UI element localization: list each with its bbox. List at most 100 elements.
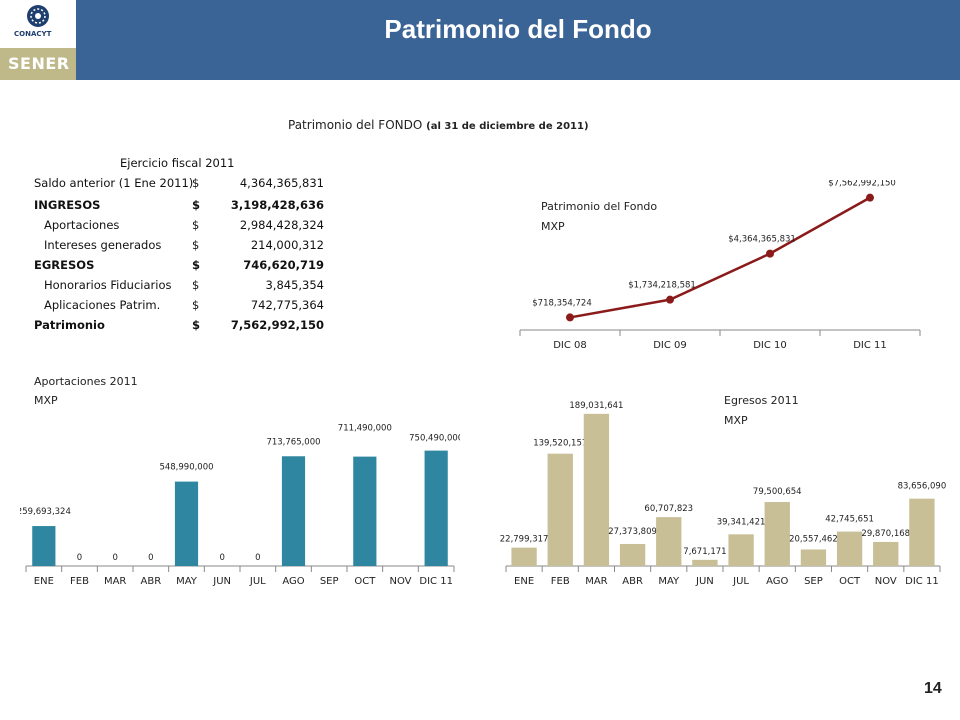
data-label: $718,354,724 [532,298,591,308]
egresos-chart-unit: MXP [724,414,748,427]
table-row: Patrimonio $ 7,562,992,150 [34,318,324,336]
data-label: 750,490,000 [409,434,460,444]
subtitle-detail: (al 31 de diciembre de 2011) [426,121,589,132]
x-tick-label: FEB [70,576,89,587]
x-tick-label: DIC 11 [905,576,939,587]
table-row: Aplicaciones Patrim. $ 742,775,364 [34,298,324,316]
bar [836,531,863,566]
aportaciones-bar-chart: 259,693,324 ENE 0 FEB 0 MAR 0 ABR 548,990,000 MAY… [20,424,460,587]
row-amount: 7,562,992,150 [230,318,324,332]
data-label: 39,341,421 [717,517,766,527]
x-tick-label: DIC 10 [753,340,787,351]
data-label: 259,693,324 [20,507,71,517]
row-currency: $ [192,258,201,272]
row-label: Aportaciones [44,218,120,232]
x-tick-label: DIC 11 [419,576,453,587]
data-label: $4,364,365,831 [728,235,796,245]
data-label: 20,557,462 [789,534,838,544]
x-tick-label: NOV [389,576,411,587]
aportaciones-chart-title: Aportaciones 2011 [34,375,138,388]
data-label: 83,656,090 [898,482,947,492]
x-tick-label: SEP [320,576,339,587]
x-tick-label: JUL [249,576,266,587]
x-tick-label: MAR [104,576,126,587]
header-bar [0,0,960,80]
page-number: 14 [924,680,942,697]
bar [281,456,306,566]
row-currency: $ [192,218,200,232]
row-label: Honorarios Fiduciarios [44,278,172,292]
series-line [569,196,871,319]
row-label: EGRESOS [34,258,95,272]
sener-logo-text: SENER [8,54,70,73]
data-label: 60,707,823 [644,504,693,514]
row-currency: $ [192,198,201,212]
page-title: Patrimonio del Fondo [384,14,652,44]
row-currency: $ [192,278,200,292]
x-tick-label: DIC 11 [853,340,887,351]
data-label: 79,500,654 [753,487,802,497]
row-label: Saldo anterior (1 Ene 2011) [34,176,194,190]
bar [692,559,718,566]
x-tick-label: MAY [176,576,198,587]
bar [619,543,646,566]
data-point [566,313,574,322]
bar [656,517,682,566]
bar [174,481,199,566]
table-row: Intereses generados $ 214,000,312 [34,238,324,256]
x-tick-label: AGO [282,576,304,587]
data-label: $7,562,992,150 [828,180,896,189]
x-tick-label: DIC 08 [553,340,587,351]
bar [511,547,537,566]
table-row: Honorarios Fiduciarios $ 3,845,354 [34,278,324,296]
x-tick-label: OCT [354,576,376,587]
row-label: Patrimonio [34,318,105,332]
row-amount: 2,984,428,324 [239,218,324,232]
data-label: 0 [148,553,153,563]
line-chart: $718,354,724 DIC 08 $1,734,218,581 DIC 09 $4… [519,180,921,351]
row-amount: 746,620,719 [243,258,324,272]
line-chart-title: Patrimonio del Fondo [541,200,658,213]
data-label: 0 [219,553,224,563]
data-label: 42,745,651 [825,515,874,525]
row-currency: $ [192,298,200,312]
data-label: 713,765,000 [266,437,320,447]
data-label: 29,870,168 [861,529,910,539]
x-tick-label: ENE [34,576,54,587]
table-heading: Ejercicio fiscal 2011 [120,156,235,170]
conacyt-globe-icon [27,5,49,27]
row-amount: 3,198,428,636 [230,198,324,212]
x-tick-label: JUN [695,576,714,587]
conacyt-logo-text: CONACYT [14,30,52,38]
bar [353,456,377,566]
egresos-bar-chart: 22,799,317 ENE 139,520,157 FEB 189,031,641 MA… [500,401,947,587]
data-label: 189,031,641 [569,401,623,411]
data-label: 7,671,171 [683,547,726,557]
x-tick-label: SEP [804,576,823,587]
data-label: 22,799,317 [500,535,548,545]
row-label: Aplicaciones Patrim. [44,298,161,312]
x-tick-label: ABR [141,576,162,587]
x-tick-label: JUN [212,576,231,587]
line-chart-unit: MXP [541,220,565,233]
row-currency: $ [192,318,201,332]
row-amount: 214,000,312 [250,238,324,252]
bar [909,498,935,566]
data-label: 548,990,000 [159,463,213,473]
logo-area: CONACYT SENER [0,0,76,80]
row-amount: 4,364,365,831 [239,176,324,190]
x-tick-label: ENE [514,576,534,587]
data-label: 27,373,809 [608,527,657,537]
data-label: 139,520,157 [533,439,587,449]
aportaciones-chart-unit: MXP [34,394,58,407]
bar [800,549,827,566]
data-label: $1,734,218,581 [628,281,696,291]
egresos-chart-title: Egresos 2011 [724,394,799,407]
bar [547,453,573,566]
bar [764,502,790,566]
bar [424,450,448,566]
bar [32,526,56,566]
bar [728,534,754,566]
x-tick-label: FEB [551,576,570,587]
x-tick-label: AGO [766,576,788,587]
